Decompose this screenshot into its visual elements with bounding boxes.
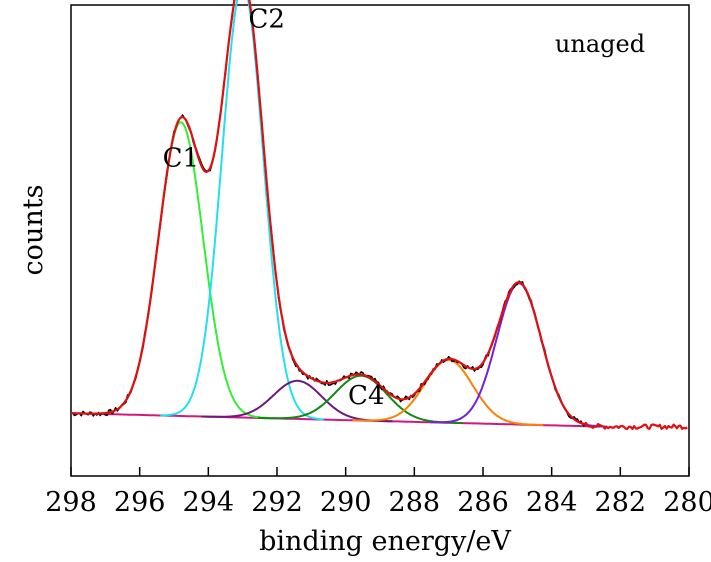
x-tick-label-288: 288 <box>389 487 441 518</box>
x-tick-label-296: 296 <box>114 487 166 518</box>
annotation-c2: C2 <box>248 4 284 34</box>
x-tick-label-284: 284 <box>526 487 578 518</box>
component-peak-4 <box>258 374 463 425</box>
x-tick-label-294: 294 <box>183 487 235 518</box>
plot-frame <box>70 4 690 477</box>
curves-layer <box>70 0 688 430</box>
component-peak-2 <box>160 0 324 421</box>
annotation-c1: C1 <box>163 143 199 173</box>
annotations-layer: C1 C2 C4 <box>163 4 385 411</box>
x-tick-label-282: 282 <box>595 487 647 518</box>
background-line <box>70 412 600 428</box>
x-tick-label-280: 280 <box>663 487 711 518</box>
component-peak-3 <box>201 379 393 423</box>
x-tick-label-286: 286 <box>457 487 509 518</box>
x-axis-title: binding energy/eV <box>259 526 511 557</box>
annotation-c4: C4 <box>348 381 384 411</box>
y-axis-title: counts <box>18 185 49 276</box>
x-tick-label-290: 290 <box>320 487 372 518</box>
fit-envelope-line <box>71 0 688 430</box>
x-tick-label-298: 298 <box>45 487 97 518</box>
raw-data-line <box>70 0 585 427</box>
component-peak-6 <box>429 282 607 428</box>
x-tick-label-292: 292 <box>251 487 303 518</box>
x-ticks-layer: 298 296 294 292 290 288 286 284 282 280 <box>45 467 711 518</box>
legend-label: unaged <box>555 30 645 58</box>
